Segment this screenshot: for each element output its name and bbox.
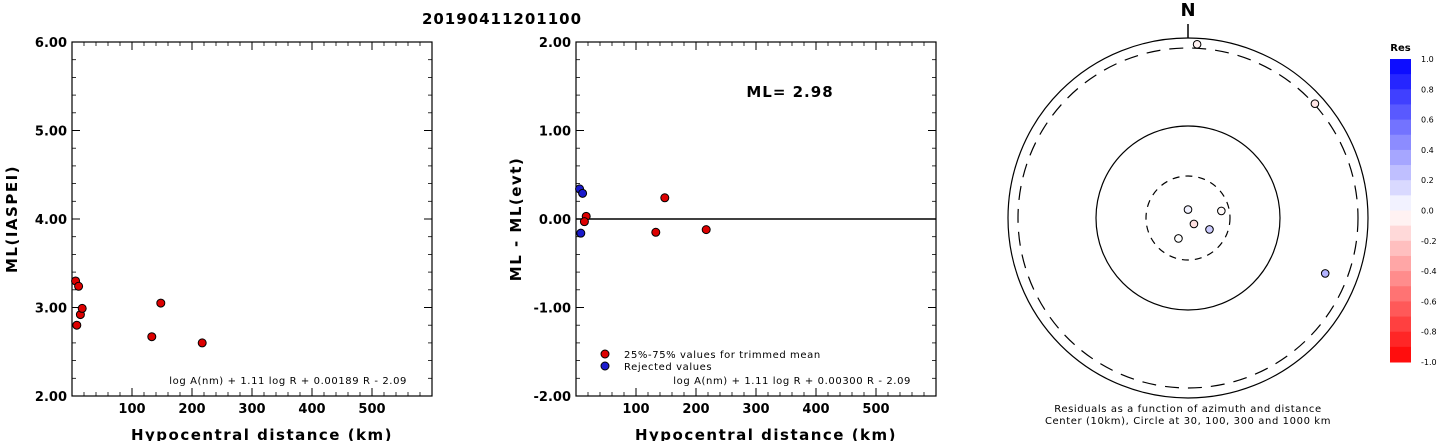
x-axis-label: Hypocentral distance (km) xyxy=(131,426,393,441)
x-tick-label: 400 xyxy=(298,402,325,417)
north-label: N xyxy=(1180,0,1195,21)
azimuth-residual-polar-panel: N Residuals as a function of azimuth and … xyxy=(1007,0,1369,427)
y-tick-label: 4.00 xyxy=(35,213,67,228)
residual-point xyxy=(1205,225,1214,234)
data-point xyxy=(156,298,166,308)
x-tick-label: 500 xyxy=(862,402,889,417)
colorbar-tick-label: -1.0 xyxy=(1421,358,1437,367)
data-point xyxy=(197,338,207,348)
polar-caption-line2: Center (10km), Circle at 30, 100, 300 an… xyxy=(1045,416,1331,427)
data-point xyxy=(651,227,661,237)
colorbar-swatch xyxy=(1390,195,1411,211)
colorbar-tick-label: 0.2 xyxy=(1421,176,1434,185)
colorbar-swatch xyxy=(1390,104,1411,121)
data-point xyxy=(77,303,87,313)
polar-caption-line1: Residuals as a function of azimuth and d… xyxy=(1054,404,1322,415)
x-tick-label: 300 xyxy=(238,402,265,417)
x-tick-label: 100 xyxy=(118,402,145,417)
ml-annotation: ML= 2.98 xyxy=(746,83,833,101)
distance-ring xyxy=(1007,37,1369,399)
magnitude-vs-distance-panel: 100 200 300 400 500 2.00 3.00 4.00 5.00 6.00 Hypoc… xyxy=(3,36,433,441)
y-tick-label: 1.00 xyxy=(539,125,571,140)
data-point xyxy=(74,281,84,291)
colorbar-swatch xyxy=(1390,301,1411,318)
colorbar-swatch xyxy=(1390,119,1411,136)
figure-title: 20190411201100 xyxy=(422,10,582,28)
y-tick-label: 2.00 xyxy=(539,36,571,51)
x-tick-label: 100 xyxy=(622,402,649,417)
x-tick-label: 200 xyxy=(178,402,205,417)
colorbar-title: Res xyxy=(1390,43,1410,54)
y-tick-label: 0.00 xyxy=(539,213,571,228)
colorbar-tick-label: -0.6 xyxy=(1421,297,1437,306)
residual-point xyxy=(1189,219,1199,229)
colorbar-tick-label: -0.4 xyxy=(1421,267,1437,276)
residual-point xyxy=(1217,206,1226,216)
residual-point xyxy=(1320,269,1330,278)
x-tick-label: 500 xyxy=(358,402,385,417)
y-tick-label: -1.00 xyxy=(534,302,571,317)
colorbar-swatch xyxy=(1390,346,1411,363)
legend-label: 25%-75% values for trimmed mean xyxy=(624,350,821,361)
distance-ring xyxy=(1017,47,1359,389)
y-axis-label: ML(IASPEI) xyxy=(3,165,21,273)
formula-text: log A(nm) + 1.11 log R + 0.00300 R - 2.0… xyxy=(673,376,911,387)
residual-point xyxy=(1310,99,1320,109)
x-tick-label: 400 xyxy=(802,402,829,417)
colorbar-tick-label: 0.4 xyxy=(1421,146,1434,155)
y-axis-label: ML - ML(evt) xyxy=(507,157,525,281)
legend-marker xyxy=(600,361,610,371)
colorbar-swatch xyxy=(1390,134,1411,151)
residual-point xyxy=(1192,40,1202,49)
colorbar-tick-label: 1.0 xyxy=(1421,55,1434,64)
data-point xyxy=(576,228,586,238)
colorbar-swatch xyxy=(1390,89,1411,105)
colorbar-swatch xyxy=(1390,225,1411,242)
colorbar-swatch xyxy=(1390,255,1411,272)
data-point xyxy=(147,332,157,342)
legend-label: Rejected values xyxy=(624,362,712,373)
colorbar-swatch xyxy=(1390,286,1411,302)
distance-ring xyxy=(1145,175,1231,261)
colorbar-tick-label: 0.6 xyxy=(1421,116,1434,125)
residual-point xyxy=(1174,234,1183,243)
legend-marker xyxy=(600,349,610,359)
data-point xyxy=(72,320,82,330)
x-axis-label: Hypocentral distance (km) xyxy=(635,426,897,441)
colorbar-swatch xyxy=(1390,240,1411,257)
y-tick-label: -2.00 xyxy=(534,390,571,405)
residual-vs-distance-panel: 100 200 300 400 500 -2.00 -1.00 0.00 1.00 2.00 Hyp… xyxy=(507,36,937,441)
data-point xyxy=(701,225,711,235)
residual-point xyxy=(1183,205,1193,214)
colorbar-tick-label: -0.8 xyxy=(1421,328,1437,337)
data-point xyxy=(578,188,588,198)
x-tick-label: 300 xyxy=(742,402,769,417)
colorbar-swatch xyxy=(1390,149,1411,166)
colorbar-swatch xyxy=(1390,180,1411,196)
plot-frame xyxy=(71,41,433,397)
x-tick-label: 200 xyxy=(682,402,709,417)
colorbar-swatch xyxy=(1390,59,1411,75)
colorbar-swatch xyxy=(1390,316,1411,333)
residual-colorbar: Res 1.0 0.8 0.6 0.4 0.2 0.0 -0.2 -0.4 -0.6 -0.8 -1.… xyxy=(1390,43,1437,367)
colorbar-tick-label: -0.2 xyxy=(1421,237,1437,246)
formula-text: log A(nm) + 1.11 log R + 0.00189 R - 2.0… xyxy=(169,376,407,387)
colorbar-tick-label: 0.8 xyxy=(1421,85,1434,94)
y-tick-label: 2.00 xyxy=(35,390,67,405)
data-point xyxy=(660,193,670,203)
y-tick-label: 3.00 xyxy=(35,302,67,317)
data-point xyxy=(579,217,589,227)
colorbar-swatch xyxy=(1390,271,1411,287)
colorbar-swatch xyxy=(1390,165,1411,181)
colorbar-tick-label: 0.0 xyxy=(1421,207,1434,216)
colorbar-swatch xyxy=(1390,210,1411,227)
y-tick-label: 6.00 xyxy=(35,36,67,51)
y-tick-label: 5.00 xyxy=(35,125,67,140)
distance-ring xyxy=(1095,125,1281,311)
colorbar-swatch xyxy=(1390,74,1411,90)
colorbar-swatch xyxy=(1390,331,1411,348)
